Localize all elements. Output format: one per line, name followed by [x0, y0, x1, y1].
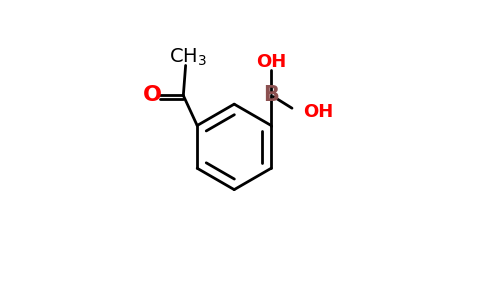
Text: O: O	[143, 85, 162, 106]
Text: OH: OH	[256, 53, 287, 71]
Text: CH$_3$: CH$_3$	[169, 47, 207, 68]
Text: OH: OH	[303, 103, 334, 121]
Text: B: B	[263, 85, 279, 106]
